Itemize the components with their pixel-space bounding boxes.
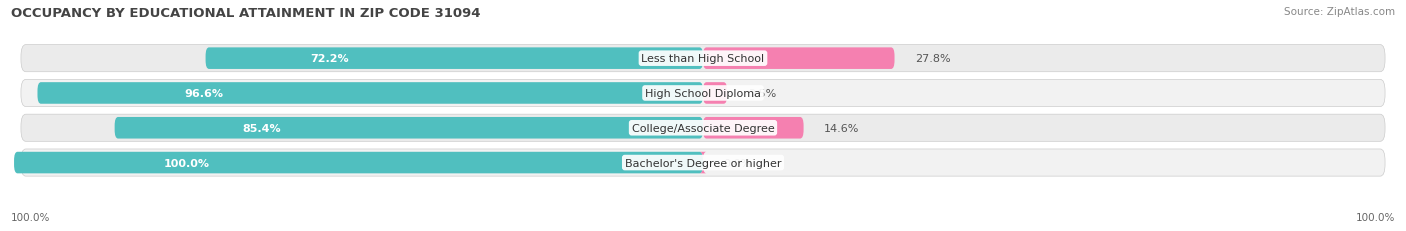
- FancyBboxPatch shape: [21, 46, 1385, 73]
- Text: College/Associate Degree: College/Associate Degree: [631, 123, 775, 133]
- Text: 3.5%: 3.5%: [748, 88, 776, 99]
- FancyBboxPatch shape: [38, 83, 703, 104]
- Text: Less than High School: Less than High School: [641, 54, 765, 64]
- Text: Source: ZipAtlas.com: Source: ZipAtlas.com: [1284, 7, 1395, 17]
- Text: OCCUPANCY BY EDUCATIONAL ATTAINMENT IN ZIP CODE 31094: OCCUPANCY BY EDUCATIONAL ATTAINMENT IN Z…: [11, 7, 481, 20]
- Text: High School Diploma: High School Diploma: [645, 88, 761, 99]
- FancyBboxPatch shape: [21, 149, 1385, 176]
- Text: 100.0%: 100.0%: [163, 158, 209, 168]
- FancyBboxPatch shape: [703, 48, 894, 70]
- Text: 100.0%: 100.0%: [1355, 212, 1395, 222]
- FancyBboxPatch shape: [14, 152, 703, 174]
- Text: 85.4%: 85.4%: [242, 123, 281, 133]
- Text: 72.2%: 72.2%: [311, 54, 349, 64]
- FancyBboxPatch shape: [115, 118, 703, 139]
- FancyBboxPatch shape: [700, 152, 706, 174]
- Text: 0.0%: 0.0%: [724, 158, 752, 168]
- FancyBboxPatch shape: [21, 115, 1385, 142]
- FancyBboxPatch shape: [21, 80, 1385, 107]
- Text: 27.8%: 27.8%: [915, 54, 950, 64]
- FancyBboxPatch shape: [703, 118, 804, 139]
- FancyBboxPatch shape: [205, 48, 703, 70]
- Text: 100.0%: 100.0%: [11, 212, 51, 222]
- Text: 14.6%: 14.6%: [824, 123, 859, 133]
- Text: Bachelor's Degree or higher: Bachelor's Degree or higher: [624, 158, 782, 168]
- Text: 96.6%: 96.6%: [184, 88, 224, 99]
- FancyBboxPatch shape: [703, 83, 727, 104]
